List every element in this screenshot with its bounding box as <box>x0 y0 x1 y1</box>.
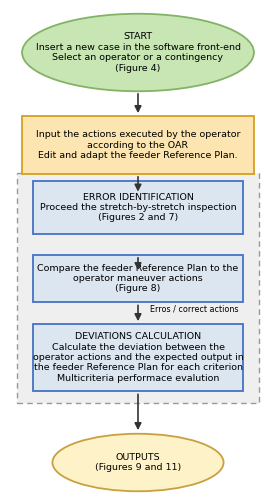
Text: START
Insert a new case in the software front-end
Select an operator or a contin: START Insert a new case in the software … <box>36 32 240 72</box>
Ellipse shape <box>22 14 254 91</box>
FancyBboxPatch shape <box>17 172 259 402</box>
FancyBboxPatch shape <box>33 324 243 391</box>
FancyBboxPatch shape <box>33 181 243 234</box>
Text: Input the actions executed by the operator
according to the OAR
Edit and adapt t: Input the actions executed by the operat… <box>36 130 240 160</box>
Text: DEVIATIONS CALCULATION
Calculate the deviation between the
operator actions and : DEVIATIONS CALCULATION Calculate the dev… <box>33 332 243 383</box>
FancyBboxPatch shape <box>22 116 254 174</box>
Text: Erros / correct actions: Erros / correct actions <box>150 305 239 314</box>
Ellipse shape <box>52 434 224 491</box>
Text: Compare the feeder Reference Plan to the
operator maneuver actions
(Figure 8): Compare the feeder Reference Plan to the… <box>37 264 239 294</box>
FancyBboxPatch shape <box>33 254 243 302</box>
Text: ERROR IDENTIFICATION
Proceed the stretch-by-stretch inspection
(Figures 2 and 7): ERROR IDENTIFICATION Proceed the stretch… <box>40 192 236 222</box>
Text: OUTPUTS
(Figures 9 and 11): OUTPUTS (Figures 9 and 11) <box>95 453 181 472</box>
